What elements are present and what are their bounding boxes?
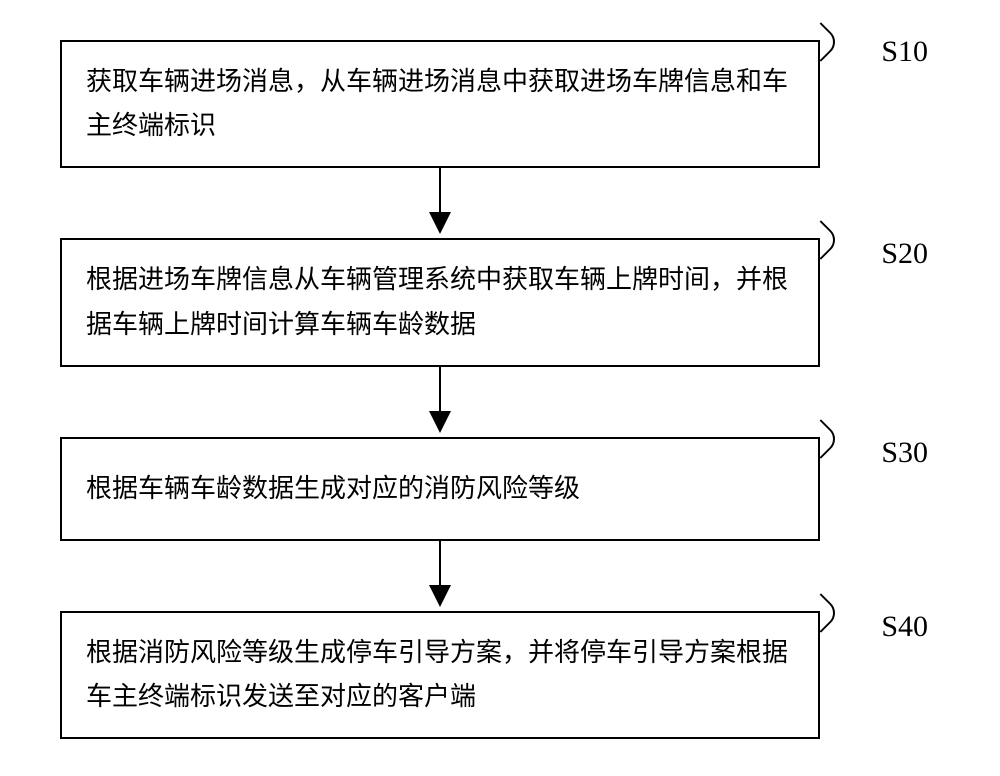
step-label-s30: S30 xyxy=(881,427,928,478)
arrow-s10-s20 xyxy=(60,168,820,238)
step-text: 获取车辆进场消息，从车辆进场消息中获取进场车牌信息和车主终端标识 xyxy=(86,67,788,140)
step-label-s20: S20 xyxy=(881,228,928,279)
step-label-s40: S40 xyxy=(881,601,928,652)
flowchart-container: 获取车辆进场消息，从车辆进场消息中获取进场车牌信息和车主终端标识 S10 根据进… xyxy=(60,40,880,739)
arrow-s20-s30 xyxy=(60,367,820,437)
arrow-head-icon xyxy=(429,212,451,234)
step-box-s30: 根据车辆车龄数据生成对应的消防风险等级 S30 xyxy=(60,437,820,541)
step-box-s40: 根据消防风险等级生成停车引导方案，并将停车引导方案根据车主终端标识发送至对应的客… xyxy=(60,611,820,739)
arrow-head-icon xyxy=(429,585,451,607)
step-label-s10: S10 xyxy=(881,26,928,77)
step-box-s20: 根据进场车牌信息从车辆管理系统中获取车辆上牌时间，并根据车辆上牌时间计算车辆车龄… xyxy=(60,238,820,366)
step-text: 根据车辆车龄数据生成对应的消防风险等级 xyxy=(86,474,580,503)
step-box-s10: 获取车辆进场消息，从车辆进场消息中获取进场车牌信息和车主终端标识 S10 xyxy=(60,40,820,168)
connector-s10 xyxy=(801,22,841,62)
step-text: 根据消防风险等级生成停车引导方案，并将停车引导方案根据车主终端标识发送至对应的客… xyxy=(86,638,788,711)
arrow-head-icon xyxy=(429,411,451,433)
arrow-s30-s40 xyxy=(60,541,820,611)
step-text: 根据进场车牌信息从车辆管理系统中获取车辆上牌时间，并根据车辆上牌时间计算车辆车龄… xyxy=(86,265,788,338)
